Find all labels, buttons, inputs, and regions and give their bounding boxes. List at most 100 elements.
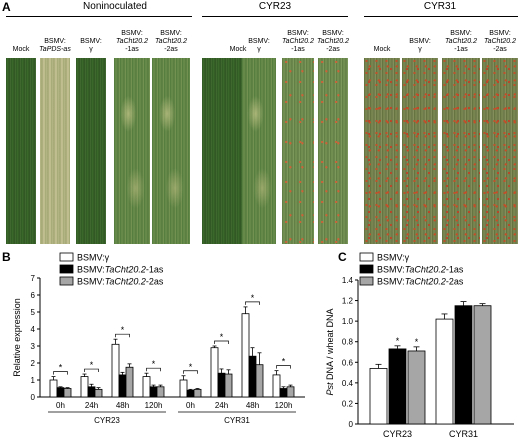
- leaf-photo: [242, 58, 276, 244]
- y-tick-label: 2: [31, 359, 36, 368]
- leaf-label-line: -1as: [125, 46, 139, 53]
- leaf-label-line: -1as: [454, 46, 468, 53]
- leaf-label-line: -2as: [164, 46, 178, 53]
- group-label: CYR23: [94, 416, 120, 425]
- x-tick-label: 0h: [186, 401, 195, 410]
- legend-label-part: BSMV:: [77, 265, 105, 275]
- x-tick-label: CYR31: [449, 429, 478, 439]
- legend-swatch: [59, 252, 74, 262]
- y-tick-label: 0.4: [342, 379, 354, 388]
- y-axis-label: Relative expression: [12, 298, 22, 377]
- leaf-label: Mock: [0, 46, 44, 54]
- bar: [118, 374, 127, 398]
- bar: [224, 373, 233, 398]
- leaf-label-line: TaCht20.2: [115, 38, 149, 45]
- leaf-label-line: BSMV:: [80, 38, 102, 45]
- y-axis-label: Pst DNA / wheat DNA: [325, 308, 335, 395]
- legend-swatch: [59, 276, 74, 286]
- leaf-label-line: TaCht20.2: [444, 38, 478, 45]
- bar: [435, 318, 454, 425]
- leaf-label-line: TaCht20.2: [316, 38, 350, 45]
- significance-mark: *: [396, 336, 400, 346]
- significance-bracket: [115, 333, 130, 338]
- legend-label-italic: TaCht20.2: [405, 277, 446, 287]
- leaf-label: BSMV: TaCht20.2 -1as: [106, 30, 158, 54]
- legend-label-part: BSMV:: [77, 277, 105, 287]
- x-tick-label: CYR23: [383, 429, 412, 439]
- legend-label: BSMV:TaCht20.2-1as: [77, 265, 164, 275]
- significance-mark: *: [220, 332, 224, 342]
- group-line-cyr31: [364, 16, 518, 17]
- legend-label-italic: TaCht20.2: [405, 265, 446, 275]
- x-tick-label: 120h: [275, 401, 293, 410]
- significance-bracket: [183, 370, 198, 374]
- bar: [388, 348, 407, 425]
- significance-mark: *: [282, 357, 286, 367]
- leaf-label-line: BSMV:: [450, 30, 472, 37]
- bar: [279, 388, 288, 398]
- legend-label: BSMV:γ: [77, 253, 110, 263]
- y-tick-label: 1.0: [342, 317, 354, 326]
- leaf-label-line: -2as: [326, 46, 340, 53]
- legend-swatch: [359, 276, 374, 286]
- leaf-photo: [402, 58, 438, 244]
- legend-label-italic: TaCht20.2: [105, 277, 146, 287]
- leaf-photo: [152, 58, 190, 244]
- legend-label-part: -2as: [446, 277, 464, 287]
- bar: [142, 376, 151, 398]
- leaf-label-line: BSMV:: [160, 30, 182, 37]
- y-tick-label: 7: [31, 274, 36, 283]
- leaf-photo: [40, 58, 70, 244]
- leaf-photo: [482, 58, 518, 244]
- leaf-label-line: BSMV:: [287, 30, 309, 37]
- legend-label: BSMV:γ: [377, 253, 410, 263]
- leaf-label: BSMV: TaPDS-as: [32, 38, 78, 54]
- leaf-label-line: TaPDS-as: [39, 46, 71, 53]
- significance-mark: *: [415, 337, 419, 347]
- leaf-label: BSMV: γ: [68, 38, 114, 54]
- bar: [217, 372, 226, 398]
- leaf-label-line: Mock: [12, 46, 30, 53]
- leaf-photo: [76, 58, 106, 244]
- leaf-label-line: -1as: [291, 46, 305, 53]
- bar: [149, 386, 158, 398]
- panel-c-letter: C: [338, 250, 347, 264]
- leaf-label: BSMV: TaCht20.2 -1as: [274, 30, 322, 54]
- x-tick-label: 24h: [85, 401, 98, 410]
- significance-bracket: [276, 365, 291, 369]
- bar: [407, 350, 426, 425]
- bar: [186, 389, 195, 398]
- bar: [255, 364, 264, 398]
- bar: [80, 376, 89, 398]
- leaf-photo: [318, 58, 348, 244]
- leaf-label-line: γ: [418, 46, 422, 53]
- bar: [56, 387, 65, 398]
- significance-bracket: [53, 371, 68, 375]
- bar: [49, 379, 58, 398]
- leaf-label: BSMV: TaCht20.2 -2as: [474, 30, 520, 54]
- leaf-label-line: -2as: [493, 46, 507, 53]
- leaf-label-line: TaCht20.2: [281, 38, 315, 45]
- leaf-label-line: BSMV:: [489, 30, 511, 37]
- y-tick-label: 1.2: [342, 297, 354, 306]
- y-tick-label: 0: [31, 393, 36, 402]
- leaf-label: BSMV: γ: [394, 38, 446, 54]
- panel-a-letter: A: [2, 0, 11, 14]
- y-tick-label: 1.4: [342, 276, 354, 285]
- chart-c-pst-dna: BSMV:γBSMV:TaCht20.2-1asBSMV:TaCht20.2-2…: [325, 253, 514, 439]
- legend-label-part: BSMV:: [377, 265, 405, 275]
- leaf-photo: [6, 58, 36, 244]
- group-line-cyr23: [202, 16, 348, 17]
- group-title-cyr31: CYR31: [423, 1, 457, 12]
- x-tick-label: 48h: [246, 401, 259, 410]
- leaf-label: BSMV: TaCht20.2 -2as: [144, 30, 198, 54]
- group-line-noninoculated: [6, 16, 192, 17]
- significance-mark: *: [90, 360, 94, 370]
- group-label: CYR31: [224, 416, 250, 425]
- leaf-label: Mock: [194, 46, 282, 54]
- significance-mark: *: [121, 325, 125, 335]
- leaf-label-line: TaCht20.2: [483, 38, 517, 45]
- panel-b-letter: B: [2, 250, 11, 264]
- bar: [63, 388, 72, 398]
- bar: [125, 366, 134, 398]
